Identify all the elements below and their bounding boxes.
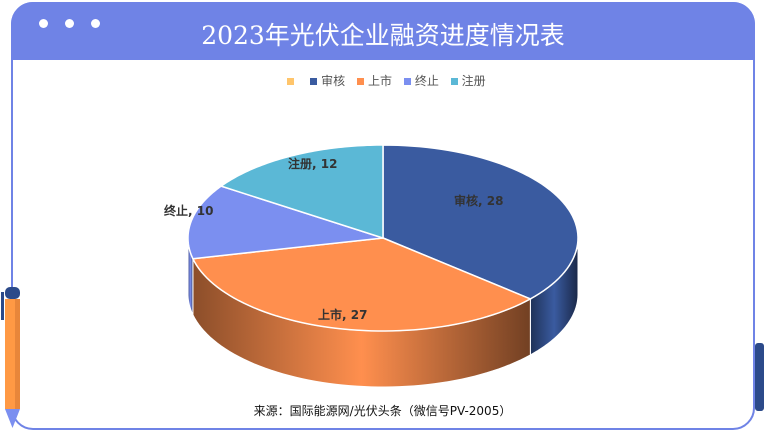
chart-title: 2023年光伏企业融资进度情况表: [201, 21, 565, 50]
pie-slice-1: [191, 237, 533, 332]
data-label: 审核, 28: [454, 194, 504, 208]
dot-icon: [39, 19, 48, 28]
legend: 审核 上市 终止 注册: [0, 72, 765, 89]
legend-label: 上市: [367, 74, 392, 88]
legend-swatch: [450, 78, 458, 85]
dot-icon: [65, 19, 74, 28]
legend-label: 审核: [321, 74, 346, 88]
data-label: 终止, 10: [164, 204, 214, 218]
pie-slice-0: [382, 144, 579, 300]
header-bar: 2023年光伏企业融资进度情况表: [11, 2, 755, 60]
dot-icon: [91, 19, 100, 28]
legend-label: 注册: [461, 74, 486, 88]
pie-slice-3: [219, 144, 384, 240]
pen-decoration: [1, 287, 764, 428]
legend-swatch: [403, 78, 411, 85]
legend-swatch: [356, 78, 364, 85]
data-label: 注册, 12: [288, 157, 338, 171]
data-label: 上市, 27: [318, 308, 368, 322]
source-note: 来源：国际能源网/光伏头条（微信号PV-2005）: [253, 404, 512, 418]
legend-swatch: [287, 78, 295, 85]
pie-slice-2: [187, 185, 384, 260]
legend-label: 终止: [414, 74, 439, 88]
legend-swatch: [310, 78, 318, 85]
